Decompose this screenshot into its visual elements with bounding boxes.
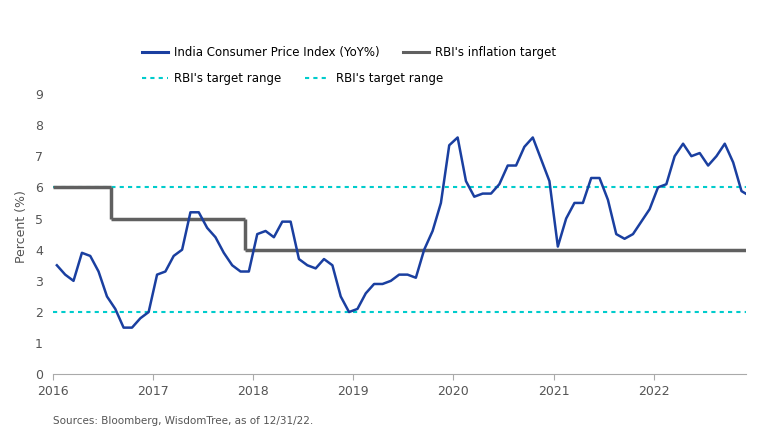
Text: Sources: Bloomberg, WisdomTree, as of 12/31/22.: Sources: Bloomberg, WisdomTree, as of 12… [53,416,314,426]
Y-axis label: Percent (%): Percent (%) [15,190,28,263]
Legend: RBI's target range, RBI's target range: RBI's target range, RBI's target range [142,72,444,85]
